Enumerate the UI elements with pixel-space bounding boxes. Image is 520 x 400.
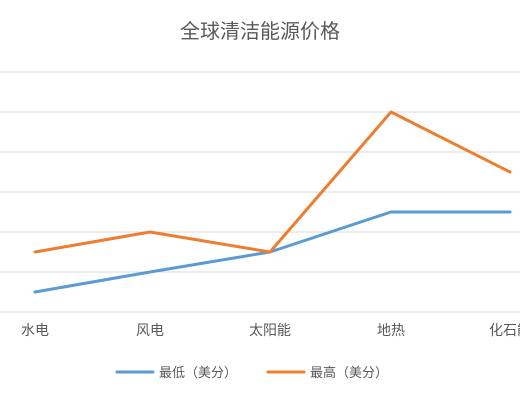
x-tick-label: 风电	[136, 323, 164, 339]
chart-title: 全球清洁能源价格	[180, 19, 340, 43]
x-axis-tick-labels: 水电 风电 太阳能 地热 化石能	[21, 323, 520, 339]
gridlines	[0, 71, 520, 313]
series-line-max	[33, 110, 512, 254]
series-line-min	[33, 210, 512, 294]
x-tick-label: 地热	[377, 323, 405, 339]
x-tick-label: 化石能	[489, 323, 520, 339]
legend: 最低（美分） 最高（美分）	[115, 365, 388, 381]
x-tick-label: 太阳能	[249, 323, 291, 339]
series-lines	[33, 110, 512, 294]
legend-label-min: 最低（美分）	[159, 366, 237, 381]
legend-label-max: 最高（美分）	[310, 365, 388, 381]
x-tick-label: 水电	[21, 323, 49, 339]
